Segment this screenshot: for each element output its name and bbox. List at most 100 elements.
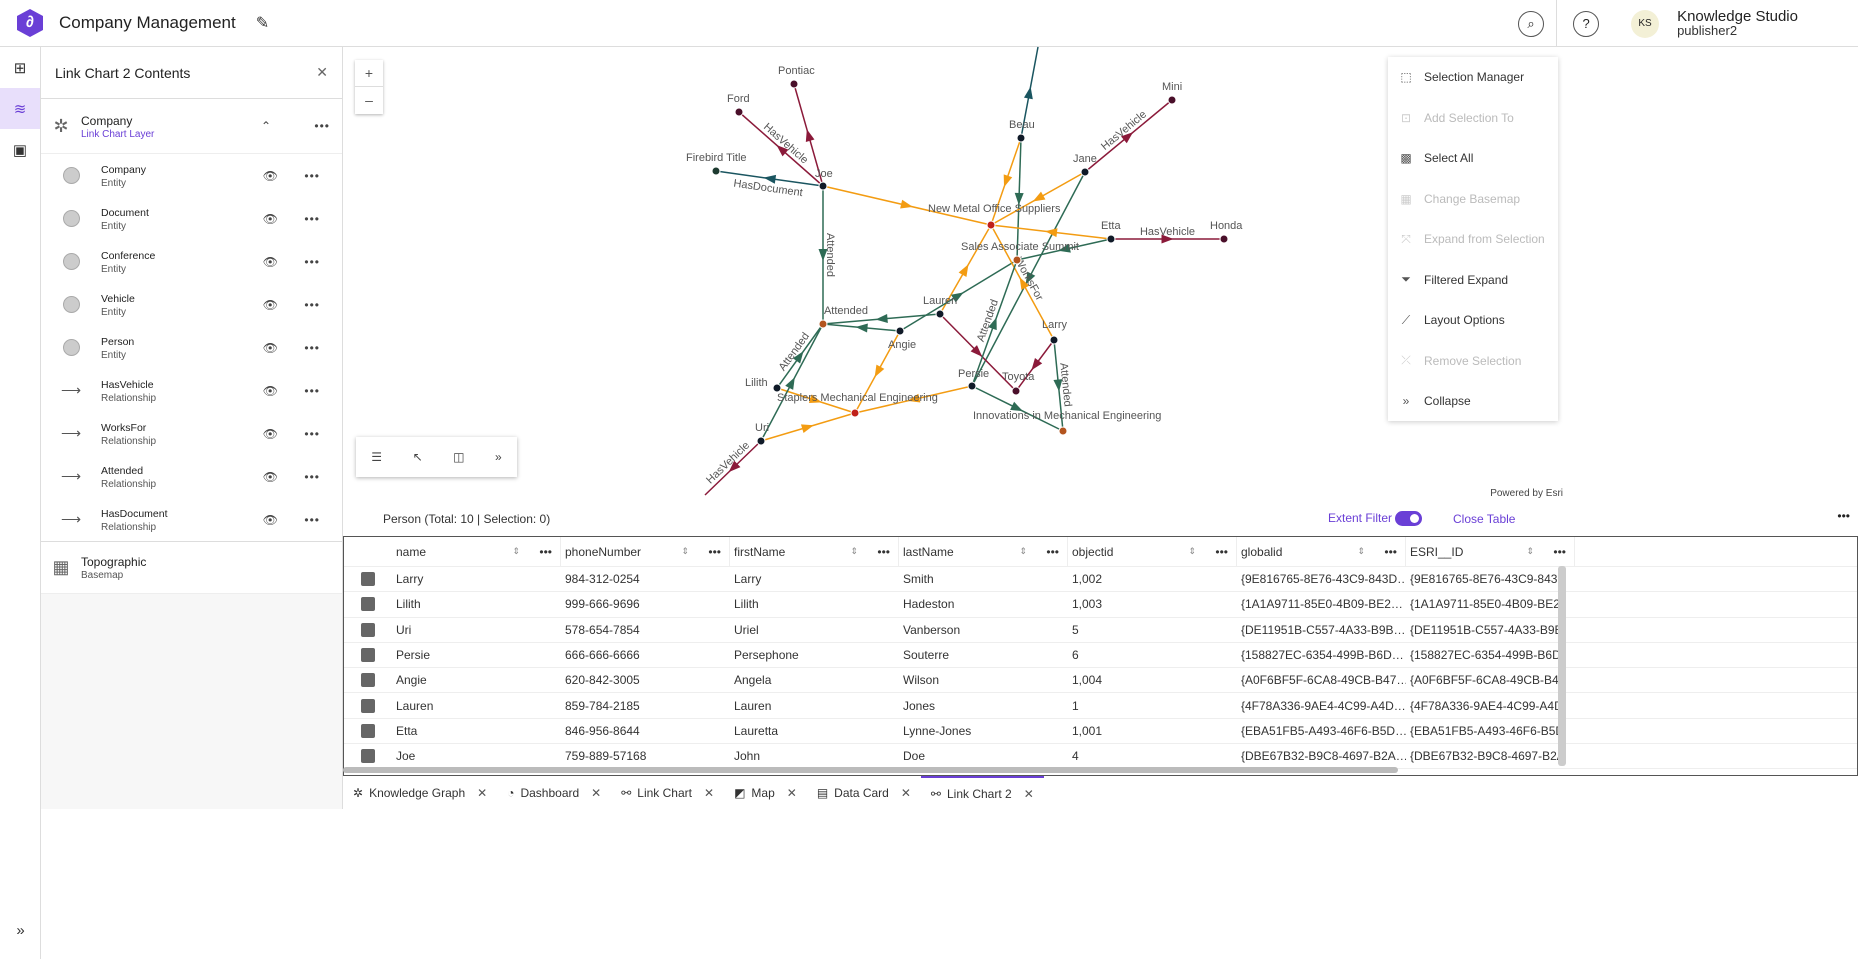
more-icon[interactable]: ••• <box>304 512 320 527</box>
more-icon[interactable]: ••• <box>877 544 890 559</box>
graph-node[interactable] <box>789 79 799 89</box>
more-icon[interactable]: ••• <box>304 211 320 226</box>
chevron-up-icon[interactable]: ⌃ <box>260 119 272 133</box>
more-icon[interactable]: ••• <box>1384 544 1397 559</box>
close-tab-icon[interactable]: ✕ <box>786 785 797 800</box>
graph-node[interactable] <box>1049 335 1059 345</box>
table-row[interactable]: Persie 666-666-6666 Persephone Souterre 6 {15… <box>344 643 1857 669</box>
row-checkbox[interactable] <box>361 572 375 587</box>
visibility-eye-icon[interactable]: 👁 <box>262 426 278 441</box>
graph-node[interactable] <box>1058 426 1068 436</box>
menu-item-selection-manager[interactable]: ⬚ Selection Manager <box>1388 57 1558 98</box>
column-header[interactable]: globalid ⇕ ••• <box>1237 537 1406 566</box>
row-checkbox[interactable] <box>361 749 375 764</box>
more-icon[interactable]: ••• <box>314 119 330 133</box>
layer-item-vehicle[interactable]: Vehicle Entity 👁 ••• <box>41 283 342 326</box>
tab-link-chart-2[interactable]: ⚯ Link Chart 2 ✕ <box>920 776 1044 809</box>
layer-item-conference[interactable]: Conference Entity 👁 ••• <box>41 240 342 283</box>
menu-item-remove-selection[interactable]: ⤫ Remove Selection <box>1388 341 1558 382</box>
extent-filter-toggle[interactable] <box>1395 511 1422 526</box>
graph-node[interactable] <box>1016 133 1026 143</box>
graph-node[interactable] <box>818 319 828 329</box>
more-icon[interactable]: ••• <box>304 254 320 269</box>
tab-dashboard[interactable]: ◔ Dashboard ✕ <box>497 776 611 809</box>
menu-item-change-basemap[interactable]: ▦ Change Basemap <box>1388 179 1558 220</box>
graph-node[interactable] <box>1167 95 1177 105</box>
close-tab-icon[interactable]: ✕ <box>477 785 488 800</box>
sort-icon[interactable]: ⇕ <box>1019 546 1027 556</box>
row-checkbox[interactable] <box>361 597 375 612</box>
column-header[interactable]: objectid ⇕ ••• <box>1068 537 1237 566</box>
row-checkbox[interactable] <box>361 723 375 738</box>
graph-node[interactable] <box>1080 167 1090 177</box>
menu-item-add-selection-to[interactable]: ⊡ Add Selection To <box>1388 98 1558 139</box>
layer-item-hasvehicle[interactable]: ⟶ HasVehicle Relationship 👁 ••• <box>41 369 342 412</box>
search-button[interactable]: ⌕ <box>1518 10 1545 37</box>
basemap-layer[interactable]: ▦ Topographic Basemap <box>41 542 342 594</box>
menu-item-expand-from-selection[interactable]: ⤧ Expand from Selection <box>1388 219 1558 260</box>
visibility-eye-icon[interactable]: 👁 <box>262 168 278 183</box>
menu-item-select-all[interactable]: ▩ Select All <box>1388 138 1558 179</box>
graph-node[interactable] <box>756 436 766 446</box>
column-header[interactable]: ESRI__ID ⇕ ••• <box>1406 537 1575 566</box>
visibility-eye-icon[interactable]: 👁 <box>262 383 278 398</box>
sort-icon[interactable]: ⇕ <box>1357 546 1365 556</box>
zoom-out-button[interactable]: – <box>365 92 373 108</box>
table-row[interactable]: Lilith 999-666-9696 Lilith Hadeston 1,003 {1A… <box>344 592 1857 618</box>
graph-node[interactable] <box>1011 386 1021 396</box>
more-icon[interactable]: ••• <box>1215 544 1228 559</box>
graph-node[interactable] <box>818 181 828 191</box>
vertical-scrollbar[interactable] <box>1558 566 1566 766</box>
row-checkbox[interactable] <box>361 622 375 637</box>
more-icon[interactable]: ••• <box>304 340 320 355</box>
expand-rail-icon[interactable]: » <box>16 922 25 939</box>
help-button[interactable]: ? <box>1573 10 1600 37</box>
layer-item-company[interactable]: Company Entity 👁 ••• <box>41 154 342 197</box>
table-row[interactable]: Angie 620-842-3005 Angela Wilson 1,004 {A0F6B… <box>344 668 1857 694</box>
table-row[interactable]: Joe 759-889-57168 John Doe 4 {DBE67B32-B9C8-4… <box>344 744 1857 770</box>
table-row[interactable]: Etta 846-956-8644 Lauretta Lynne-Jones 1,001… <box>344 719 1857 745</box>
save-icon[interactable]: ▣ <box>12 141 28 159</box>
visibility-eye-icon[interactable]: 👁 <box>262 211 278 226</box>
menu-item-filtered-expand[interactable]: ⏷ Filtered Expand <box>1388 260 1558 301</box>
layer-item-worksfor[interactable]: ⟶ WorksFor Relationship 👁 ••• <box>41 412 342 455</box>
close-icon[interactable]: ✕ <box>316 64 328 80</box>
more-icon[interactable]: ••• <box>1046 544 1059 559</box>
sort-icon[interactable]: ⇕ <box>512 546 520 556</box>
table-row[interactable]: Lauren 859-784-2185 Lauren Jones 1 {4F78A336-… <box>344 693 1857 719</box>
menu-item-collapse[interactable]: » Collapse <box>1388 381 1558 422</box>
graph-node[interactable] <box>935 309 945 319</box>
tab-map[interactable]: ◩ Map ✕ <box>724 776 807 809</box>
graph-node[interactable] <box>1012 255 1022 265</box>
visibility-eye-icon[interactable]: 👁 <box>262 340 278 355</box>
column-header[interactable]: name ⇕ ••• <box>392 537 561 566</box>
expand-toolbar-icon[interactable]: » <box>495 450 502 464</box>
row-checkbox[interactable] <box>361 673 375 688</box>
graph-node[interactable] <box>1106 234 1116 244</box>
layer-item-hasdocument[interactable]: ⟶ HasDocument Relationship 👁 ••• <box>41 498 342 541</box>
row-checkbox[interactable] <box>361 698 375 713</box>
tab-link-chart[interactable]: ⚯ Link Chart ✕ <box>611 776 724 809</box>
more-icon[interactable]: ••• <box>304 383 320 398</box>
visibility-eye-icon[interactable]: 👁 <box>262 469 278 484</box>
more-icon[interactable]: ••• <box>304 168 320 183</box>
zoom-in-button[interactable]: + <box>355 60 383 87</box>
graph-node[interactable] <box>711 166 721 176</box>
user-info[interactable]: Knowledge Studio publisher2 <box>1677 9 1798 38</box>
more-icon[interactable]: ••• <box>539 544 552 559</box>
graph-node[interactable] <box>967 381 977 391</box>
sort-icon[interactable]: ⇕ <box>681 546 689 556</box>
edit-title-icon[interactable]: ✎ <box>255 15 270 32</box>
close-table-button[interactable]: Close Table <box>1453 512 1516 526</box>
close-tab-icon[interactable]: ✕ <box>591 785 602 800</box>
sort-icon[interactable]: ⇕ <box>1526 546 1534 556</box>
table-row[interactable]: Larry 984-312-0254 Larry Smith 1,002 {9E81676… <box>344 567 1857 593</box>
graph-node[interactable] <box>986 220 996 230</box>
layer-item-attended[interactable]: ⟶ Attended Relationship 👁 ••• <box>41 455 342 498</box>
layers-icon[interactable]: ≋ <box>0 88 40 129</box>
graph-node[interactable] <box>772 383 782 393</box>
more-icon[interactable]: ••• <box>304 426 320 441</box>
graph-node[interactable] <box>850 408 860 418</box>
visibility-eye-icon[interactable]: 👁 <box>262 254 278 269</box>
select-box-icon[interactable]: ◫ <box>453 450 465 464</box>
